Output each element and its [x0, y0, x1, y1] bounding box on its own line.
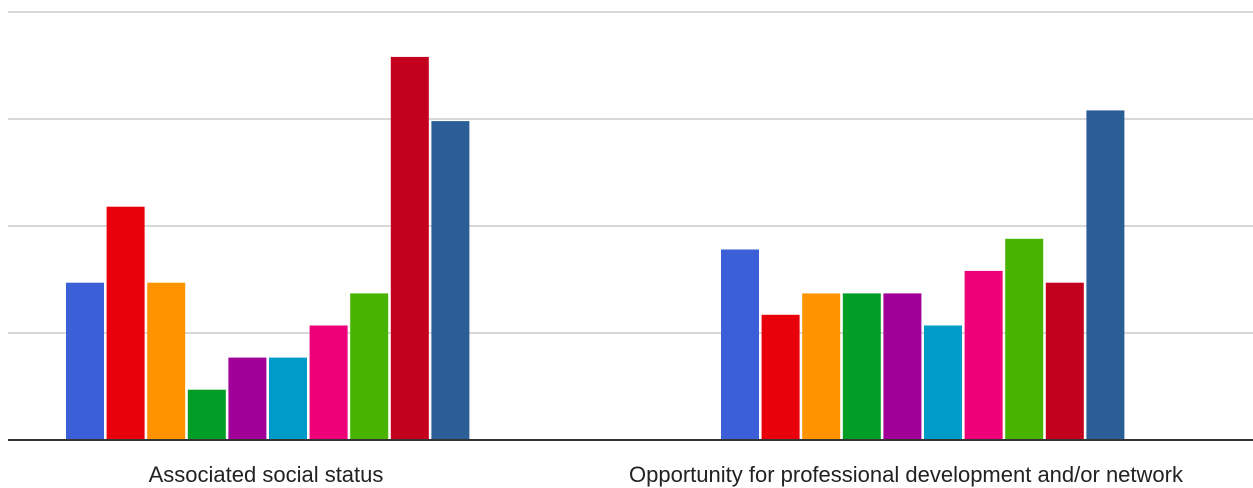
- bar-group2-series1: [721, 249, 759, 440]
- bar-group1-series8: [350, 293, 389, 440]
- bar-group2-series9: [1045, 282, 1084, 440]
- gridlines: [8, 11, 1253, 334]
- bar-group2-series4: [842, 293, 881, 440]
- category-label-social-status: Associated social status: [149, 462, 384, 487]
- bar-group1-series3: [147, 282, 186, 440]
- bar-group2-series7: [964, 270, 1003, 440]
- bar-group1-series10: [431, 121, 470, 440]
- bar-group1-series4: [187, 389, 226, 440]
- bar-group2-series2: [761, 314, 800, 440]
- bar-group1-series5: [228, 357, 267, 440]
- bar-group1-series2: [106, 206, 145, 440]
- bar-group2-series6: [924, 325, 962, 440]
- category-label-professional-development: Opportunity for professional development…: [629, 462, 1184, 487]
- bars: [66, 56, 1125, 441]
- bar-group2-series10: [1086, 110, 1125, 441]
- bar-group1-series1: [66, 282, 104, 440]
- bar-group1-series6: [269, 357, 307, 440]
- bar-group2-series8: [1005, 238, 1044, 440]
- bar-group2-series5: [883, 293, 922, 440]
- bar-group1-series7: [309, 325, 348, 440]
- bar-group2-series3: [802, 293, 841, 440]
- category-labels: Associated social status Opportunity for…: [149, 462, 1184, 487]
- bar-group1-series9: [390, 56, 429, 441]
